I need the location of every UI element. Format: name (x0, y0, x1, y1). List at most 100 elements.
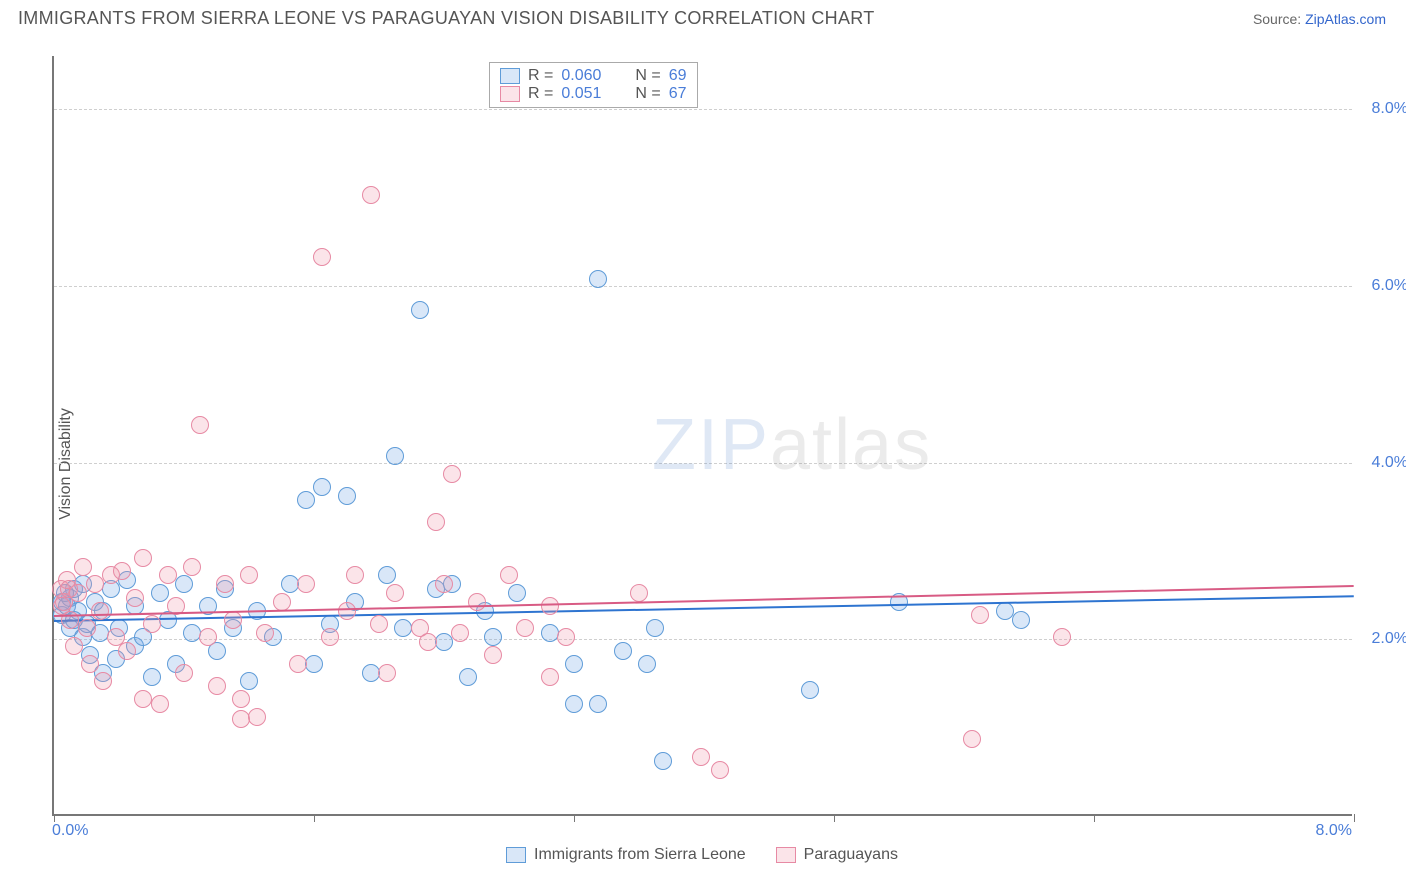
data-point-py (134, 690, 152, 708)
data-point-py (321, 628, 339, 646)
data-point-sl (313, 478, 331, 496)
gridline (54, 463, 1352, 464)
data-point-py (118, 642, 136, 660)
source-attribution: Source: ZipAtlas.com (1253, 11, 1386, 27)
legend-R-value-sl: 0.060 (561, 67, 601, 85)
data-point-py (53, 597, 71, 615)
data-point-py (711, 761, 729, 779)
data-point-py (175, 664, 193, 682)
data-point-py (91, 602, 109, 620)
data-point-sl (378, 566, 396, 584)
data-point-py (94, 672, 112, 690)
data-point-py (232, 710, 250, 728)
data-point-sl (646, 619, 664, 637)
gridline (54, 109, 1352, 110)
x-tick-mark (574, 814, 575, 822)
data-point-sl (240, 672, 258, 690)
data-point-sl (411, 301, 429, 319)
legend-R-value-py: 0.051 (561, 85, 601, 103)
data-point-py (346, 566, 364, 584)
data-point-py (297, 575, 315, 593)
x-tick-mark (1094, 814, 1095, 822)
chart-header: IMMIGRANTS FROM SIERRA LEONE VS PARAGUAY… (0, 0, 1406, 33)
data-point-sl (297, 491, 315, 509)
legend-statistics: R = 0.060 N = 69R = 0.051 N = 67 (489, 62, 698, 108)
data-point-py (143, 615, 161, 633)
data-point-py (126, 589, 144, 607)
plot-area: R = 0.060N = 69R = 0.051N = 67 2.0%4.0%6… (52, 56, 1352, 816)
data-point-py (208, 677, 226, 695)
legend-N-value-py: 67 (669, 85, 687, 103)
x-tick-mark (314, 814, 315, 822)
data-point-sl (589, 695, 607, 713)
data-point-sl (386, 447, 404, 465)
legend-series: Immigrants from Sierra Leone Paraguayans (52, 846, 1352, 864)
data-point-sl (338, 487, 356, 505)
data-point-py (484, 646, 502, 664)
data-point-py (971, 606, 989, 624)
legend-item-sl: Immigrants from Sierra Leone (506, 846, 746, 864)
legend-stat-row-sl: R = 0.060 N = 69 (500, 67, 687, 85)
data-point-py (370, 615, 388, 633)
data-point-sl (654, 752, 672, 770)
data-point-py (65, 637, 83, 655)
data-point-sl (565, 695, 583, 713)
data-point-py (273, 593, 291, 611)
data-point-py (183, 558, 201, 576)
data-point-sl (151, 584, 169, 602)
data-point-py (151, 695, 169, 713)
x-tick-mark (834, 814, 835, 822)
y-tick-label: 2.0% (1372, 630, 1406, 648)
data-point-py (113, 562, 131, 580)
data-point-py (516, 619, 534, 637)
source-prefix: Source: (1253, 11, 1305, 27)
legend-N-value-sl: 69 (669, 67, 687, 85)
gridline (54, 639, 1352, 640)
data-point-sl (305, 655, 323, 673)
legend-swatch-py (500, 86, 520, 102)
gridline (54, 286, 1352, 287)
x-tick-mark (1354, 814, 1355, 822)
data-point-py (1053, 628, 1071, 646)
data-point-py (256, 624, 274, 642)
data-point-py (435, 575, 453, 593)
data-point-py (338, 602, 356, 620)
legend-swatch-sl (500, 68, 520, 84)
data-point-py (159, 566, 177, 584)
data-point-sl (589, 270, 607, 288)
data-point-sl (175, 575, 193, 593)
data-point-py (419, 633, 437, 651)
data-point-py (240, 566, 258, 584)
data-point-sl (183, 624, 201, 642)
y-tick-label: 8.0% (1372, 100, 1406, 118)
data-point-sl (801, 681, 819, 699)
legend-item-py: Paraguayans (776, 846, 898, 864)
data-point-py (541, 597, 559, 615)
x-tick-max: 8.0% (1316, 822, 1352, 846)
legend-R-label: R = (528, 67, 553, 85)
data-point-py (630, 584, 648, 602)
data-point-sl (541, 624, 559, 642)
data-point-py (86, 575, 104, 593)
x-tick-min: 0.0% (52, 822, 88, 846)
y-tick-label: 6.0% (1372, 277, 1406, 295)
legend-swatch-py (776, 847, 796, 863)
data-point-py (557, 628, 575, 646)
data-point-py (692, 748, 710, 766)
chart-title: IMMIGRANTS FROM SIERRA LEONE VS PARAGUAY… (18, 8, 875, 29)
data-point-py (232, 690, 250, 708)
data-point-py (443, 465, 461, 483)
legend-swatch-sl (506, 847, 526, 863)
legend-N-label: N = (635, 67, 660, 85)
data-point-py (134, 549, 152, 567)
data-point-sl (484, 628, 502, 646)
data-point-py (427, 513, 445, 531)
data-point-py (199, 628, 217, 646)
legend-stat-row-py: R = 0.051N = 67 (500, 85, 687, 103)
source-link[interactable]: ZipAtlas.com (1305, 11, 1386, 27)
data-point-py (451, 624, 469, 642)
x-tick-mark (54, 814, 55, 822)
data-point-py (224, 611, 242, 629)
legend-N-label: N = (635, 85, 660, 103)
data-point-sl (638, 655, 656, 673)
